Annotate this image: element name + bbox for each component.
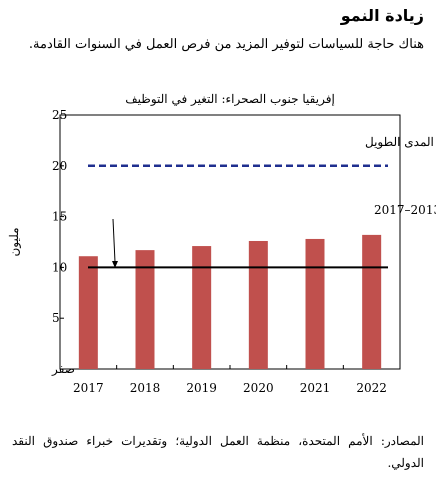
annotation-arrowhead	[112, 261, 118, 268]
x-tick-label: 2017	[73, 381, 104, 395]
reference-lines	[88, 164, 388, 269]
bar-2020	[248, 240, 268, 369]
y-tick-label: 25	[52, 108, 67, 122]
y-tick-label: 15	[52, 210, 67, 224]
y-axis-label: مليون	[7, 227, 21, 256]
y-tick-label: 5	[52, 311, 60, 325]
plot-frame	[59, 114, 401, 370]
page-subtitle: هناك حاجة للسياسات لتوفير المزيد من فرص …	[28, 37, 424, 52]
y-tick-label: صفر	[51, 362, 75, 376]
y-tick-label: 20	[52, 159, 67, 173]
annotation-arrow	[112, 218, 116, 263]
x-tick-label: 2021	[300, 381, 331, 395]
x-tick-label: 2022	[356, 381, 387, 395]
bar-series	[78, 234, 382, 369]
y-axis: صفر 5 10 15 20 25	[51, 108, 75, 376]
bar-2022	[362, 234, 382, 369]
x-tick-label: 2019	[186, 381, 217, 395]
bar-2018	[135, 250, 155, 369]
label-required-increases: زيادات التوظيف اللازمة على المدى الطويل	[365, 135, 436, 149]
page-title: زيادة النمو	[340, 6, 424, 25]
source-note: المصادر: الأمم المتحدة، منظمة العمل الدو…	[12, 434, 424, 470]
x-tick-label: 2018	[130, 381, 161, 395]
bar-2017	[78, 256, 98, 369]
x-axis: 2017 2018 2019 2020 2021 2022	[73, 365, 387, 395]
bar-2019	[192, 246, 212, 369]
y-tick-label: 10	[52, 260, 67, 274]
bar-2021	[305, 238, 325, 369]
x-tick-label: 2020	[243, 381, 274, 395]
chart-title: إفريقيا جنوب الصحراء: التغير في التوظيف	[125, 92, 335, 106]
label-average-increase: متوسط الزيادة في التوظيف خلال الفترة 201…	[374, 203, 436, 217]
